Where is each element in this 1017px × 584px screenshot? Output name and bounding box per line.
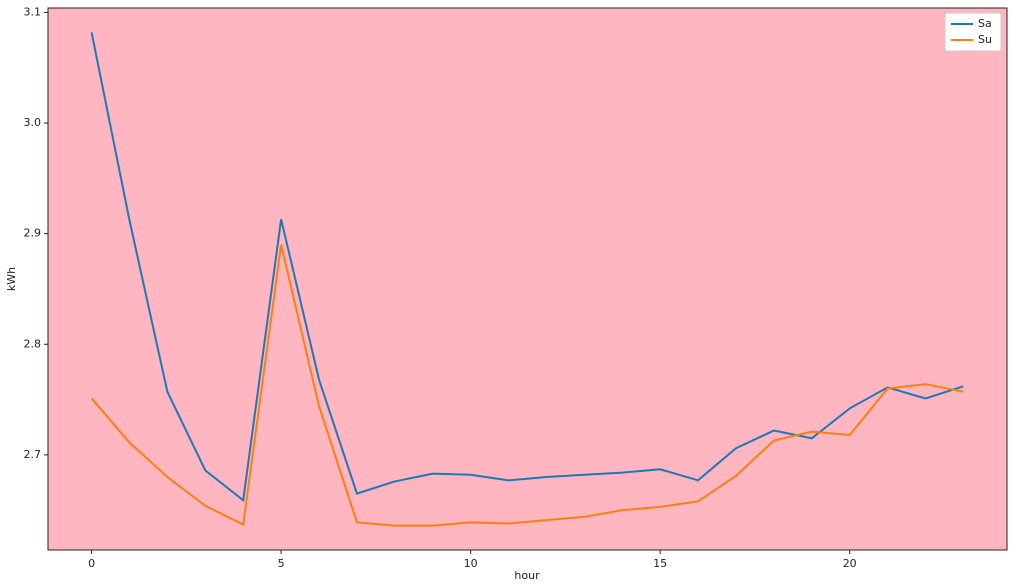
x-tick-label: 20 — [843, 557, 857, 570]
x-tick-label: 0 — [88, 557, 95, 570]
x-axis-label: hour — [514, 569, 540, 582]
plot-area — [47, 7, 1008, 551]
data-line — [90, 244, 964, 527]
x-tick-label: 10 — [464, 557, 478, 570]
y-tick-label: 2.9 — [24, 227, 42, 240]
x-tick-label: 5 — [278, 557, 285, 570]
y-axis-label: kWh — [5, 267, 18, 291]
y-tick-label: 3.0 — [24, 116, 42, 129]
data-line — [90, 32, 964, 503]
y-tick-label: 3.1 — [24, 5, 42, 18]
legend-label: Su — [978, 33, 992, 46]
legend-box — [944, 12, 1002, 52]
y-tick-label: 2.7 — [24, 448, 42, 461]
legend-label: Sa — [978, 17, 992, 30]
y-tick-label: 2.8 — [24, 337, 42, 350]
x-tick-label: 15 — [653, 557, 667, 570]
